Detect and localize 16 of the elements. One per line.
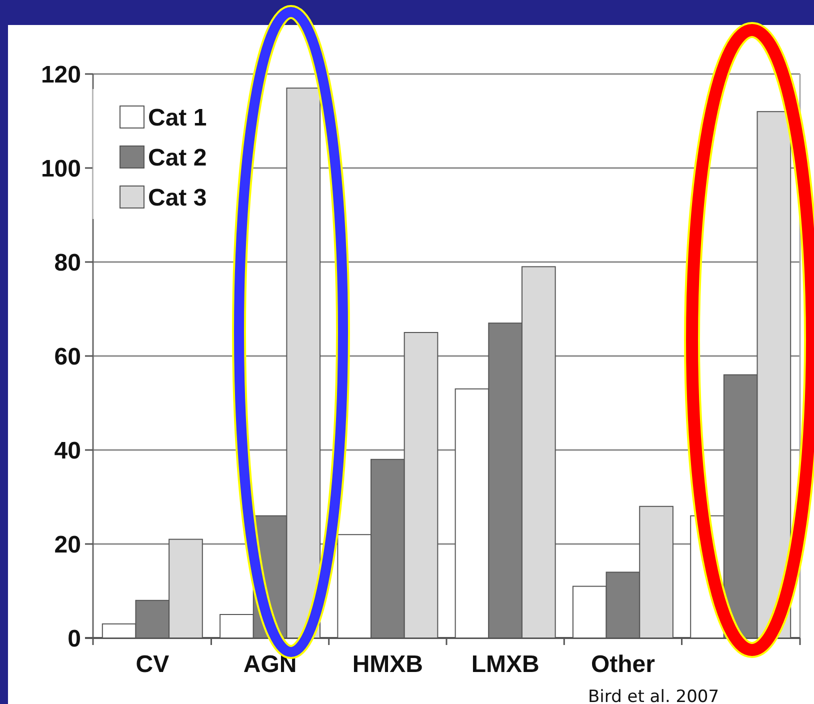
y-tick-label: 100 (40, 155, 81, 182)
legend-label: Cat 2 (148, 144, 207, 172)
x-tick-label: CV (136, 651, 170, 678)
x-tick-label: AGN (243, 651, 297, 678)
y-tick-label: 0 (68, 625, 81, 652)
x-tick-label: Other (590, 651, 655, 678)
x-tick-label: HMXB (352, 651, 424, 678)
y-tick-label: 120 (40, 61, 81, 88)
y-tick-label: 20 (54, 531, 81, 558)
x-tick-label: LMXB (471, 651, 540, 678)
y-tick-label: 80 (54, 249, 81, 276)
y-tick-label: 60 (54, 343, 81, 370)
text: Bird et al. 2007 (588, 687, 720, 704)
y-tick-label: 40 (54, 437, 81, 464)
legend-label: Cat 3 (148, 184, 207, 212)
legend-label: Cat 1 (148, 104, 207, 132)
